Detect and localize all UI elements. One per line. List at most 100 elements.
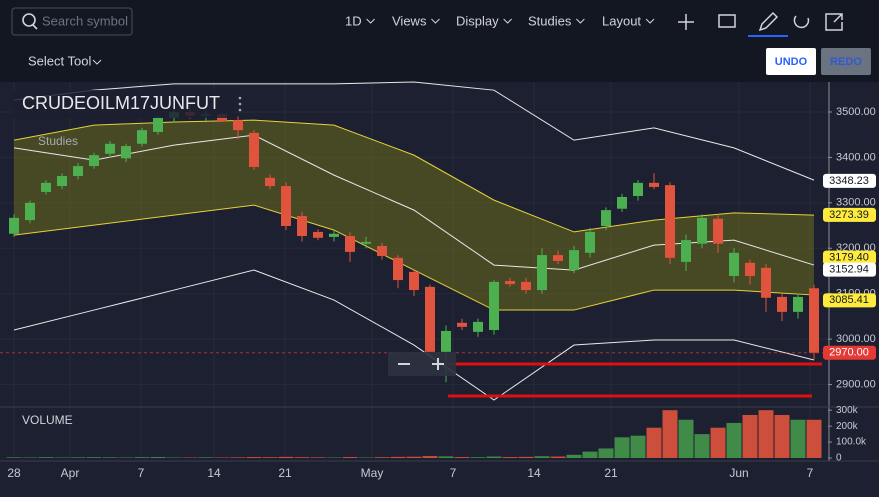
volume-bar — [566, 454, 582, 458]
chart: 2900.003000.003100.003200.003300.003400.… — [0, 81, 879, 480]
price-tag — [823, 250, 876, 265]
volume-bar — [294, 457, 310, 458]
candle-body — [521, 281, 531, 291]
candle-body — [73, 166, 83, 177]
chevron — [645, 18, 655, 24]
candle-body — [313, 231, 323, 238]
candle-body — [761, 267, 771, 298]
volume-bar — [246, 457, 262, 458]
price-tag-label: 3152.94 — [829, 264, 869, 276]
menu-dots[interactable] — [238, 108, 242, 112]
volume-tick-label: 200k — [836, 421, 859, 432]
chevron — [92, 59, 102, 65]
price-tag — [823, 173, 876, 188]
active-indicator — [748, 35, 788, 37]
candle-body — [457, 322, 467, 327]
volume-bar — [710, 427, 726, 458]
undo-button[interactable] — [766, 48, 816, 75]
popout-icon[interactable] — [825, 13, 843, 31]
redo-button[interactable] — [821, 48, 871, 75]
tool-select[interactable]: Select Tool — [28, 53, 91, 68]
candle-body — [265, 177, 275, 187]
volume-bar — [806, 419, 822, 458]
menu-item[interactable]: 1D — [345, 13, 362, 28]
volume-bar — [582, 451, 598, 458]
volume-bar — [438, 456, 454, 458]
x-tick-label: 14 — [527, 466, 541, 480]
chevron — [503, 18, 512, 24]
menu-dots[interactable] — [238, 102, 242, 106]
band-line — [13, 134, 815, 271]
candle-body — [713, 218, 723, 244]
candle-body — [745, 262, 755, 276]
candle-body — [297, 216, 307, 237]
volume-tick-label: 0 — [836, 453, 842, 464]
comment-icon[interactable] — [718, 14, 736, 28]
menu-item[interactable]: Views — [392, 13, 427, 28]
band-line — [13, 81, 815, 181]
draw-icon[interactable] — [758, 11, 779, 32]
menu-item[interactable]: Layout — [602, 13, 641, 28]
volume-bar — [422, 456, 438, 458]
x-tick-label: 7 — [138, 466, 145, 480]
menu-item[interactable]: Display — [456, 13, 499, 28]
volume-bar — [454, 457, 470, 458]
candle-body — [121, 146, 131, 159]
price-tag — [823, 207, 876, 222]
price-tag — [823, 293, 876, 308]
candle-body — [697, 217, 707, 244]
price-tag-label: 3273.39 — [829, 209, 869, 221]
menu-item[interactable]: Studies — [528, 13, 572, 28]
chevron — [431, 18, 440, 24]
y-tick-label: 3500.00 — [836, 106, 876, 118]
search-icon — [32, 24, 38, 30]
candle-body — [425, 286, 435, 352]
volume-bar — [102, 457, 118, 458]
redo-label: REDO — [830, 56, 862, 68]
y-tick-label: 3300.00 — [836, 197, 876, 209]
x-tick-label: 7 — [450, 466, 457, 480]
candle-body — [153, 117, 163, 132]
volume-bar — [486, 456, 502, 458]
undo-label: UNDO — [775, 56, 808, 68]
menu-dots[interactable] — [238, 96, 242, 100]
volume-bar — [790, 419, 806, 458]
x-tick-label: May — [361, 466, 384, 480]
volume-bar — [678, 419, 694, 458]
volume-bar — [278, 456, 294, 458]
x-tick-label: Jun — [729, 466, 748, 480]
volume-tick-label: 100.0k — [836, 437, 867, 448]
volume-bar — [38, 457, 54, 458]
y-tick-label: 3000.00 — [836, 333, 876, 345]
candle-body — [361, 241, 371, 244]
x-tick-label: Apr — [61, 466, 80, 480]
volume-bar — [742, 414, 758, 458]
volume-bar — [534, 456, 550, 458]
candle-body — [473, 321, 483, 332]
candle-body — [681, 240, 691, 262]
reset-icon[interactable] — [793, 15, 810, 29]
candle-body — [25, 202, 35, 221]
candle-body — [553, 255, 563, 261]
volume-bar — [726, 422, 742, 458]
candle-body — [281, 186, 291, 227]
candle-body — [505, 280, 515, 285]
candle-body — [41, 182, 51, 192]
candle-body — [89, 155, 99, 167]
studies-label: Studies — [38, 134, 78, 148]
candle-body — [729, 252, 739, 276]
price-tag-label: 3085.41 — [829, 294, 869, 306]
x-tick-label: 7 — [807, 466, 814, 480]
symbol-title: CRUDEOILM17JUNFUT — [22, 93, 220, 113]
candle-body — [9, 217, 19, 234]
band-line — [13, 269, 815, 401]
band-fill — [14, 120, 814, 311]
y-tick-label: 2900.00 — [836, 378, 876, 390]
candle-body — [601, 210, 611, 227]
candle-body — [393, 257, 403, 281]
search-box[interactable] — [11, 7, 133, 36]
volume-bar — [70, 457, 86, 458]
band-line — [13, 119, 815, 233]
